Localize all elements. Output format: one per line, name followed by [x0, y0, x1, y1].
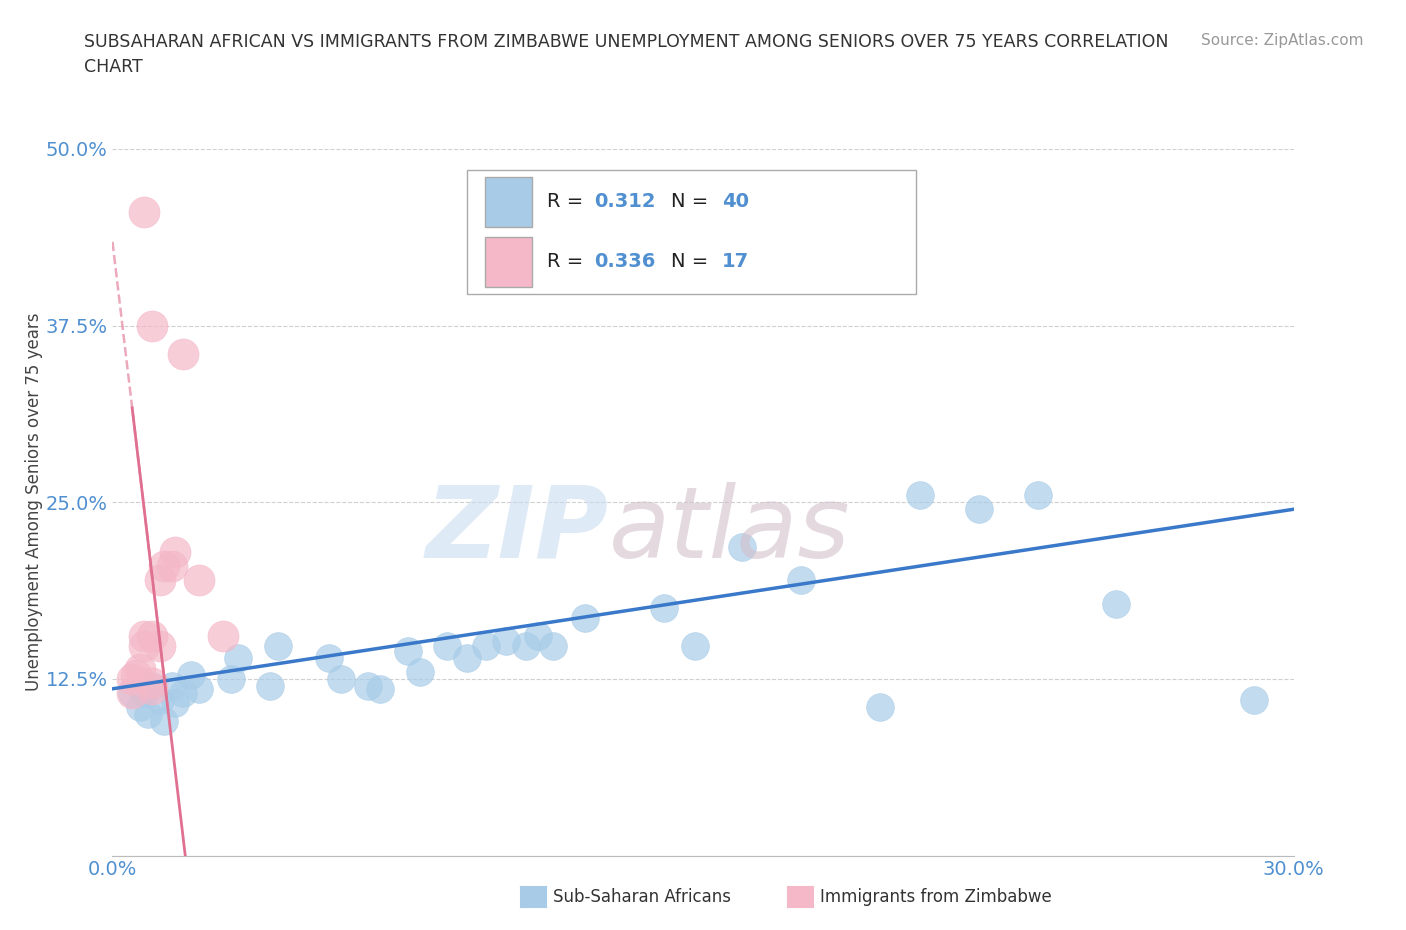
Text: R =: R =: [547, 252, 589, 272]
Text: Source: ZipAtlas.com: Source: ZipAtlas.com: [1201, 33, 1364, 47]
Bar: [485, 237, 531, 286]
Point: [132, 639, 155, 654]
Point: [149, 573, 172, 588]
Text: 40: 40: [721, 193, 749, 211]
Point: [172, 685, 194, 700]
Text: Sub-Saharan Africans: Sub-Saharan Africans: [553, 887, 731, 906]
Point: [152, 558, 174, 573]
Point: [132, 629, 155, 644]
Text: SUBSAHARAN AFRICAN VS IMMIGRANTS FROM ZIMBABWE UNEMPLOYMENT AMONG SENIORS OVER 7: SUBSAHARAN AFRICAN VS IMMIGRANTS FROM ZI…: [84, 33, 1168, 50]
Point: [683, 639, 706, 654]
Point: [731, 540, 754, 555]
Point: [141, 679, 163, 694]
Point: [259, 679, 281, 694]
Text: Immigrants from Zimbabwe: Immigrants from Zimbabwe: [820, 887, 1052, 906]
Point: [141, 676, 163, 691]
Point: [396, 644, 419, 658]
Text: 0.312: 0.312: [595, 193, 655, 211]
Point: [408, 664, 430, 679]
Point: [141, 682, 163, 697]
Point: [436, 639, 458, 654]
Point: [228, 650, 250, 665]
Text: N =: N =: [671, 252, 714, 272]
Point: [357, 679, 380, 694]
Point: [132, 205, 155, 219]
Point: [211, 629, 233, 644]
Point: [368, 682, 391, 697]
Point: [652, 601, 675, 616]
Point: [132, 685, 155, 700]
Point: [188, 573, 211, 588]
Point: [165, 544, 187, 559]
Point: [267, 639, 290, 654]
Y-axis label: Unemployment Among Seniors over 75 years: Unemployment Among Seniors over 75 years: [25, 313, 44, 691]
Point: [967, 502, 990, 517]
Point: [1105, 596, 1128, 611]
Point: [188, 682, 211, 697]
Point: [329, 671, 352, 686]
Point: [141, 629, 163, 644]
Point: [456, 650, 478, 665]
Point: [125, 667, 148, 682]
Text: 17: 17: [721, 252, 749, 272]
Point: [160, 679, 183, 694]
Text: R =: R =: [547, 193, 589, 211]
Point: [129, 661, 152, 676]
Point: [152, 714, 174, 729]
Point: [475, 639, 498, 654]
Point: [149, 639, 172, 654]
Point: [1243, 693, 1265, 708]
Point: [121, 685, 143, 700]
Point: [121, 685, 143, 700]
Point: [180, 667, 202, 682]
Text: CHART: CHART: [84, 58, 143, 75]
Text: ZIP: ZIP: [426, 482, 609, 579]
Point: [574, 611, 596, 626]
Point: [318, 650, 340, 665]
Point: [869, 699, 891, 714]
Point: [515, 639, 537, 654]
Point: [543, 639, 565, 654]
Point: [790, 573, 813, 588]
Point: [141, 318, 163, 333]
Point: [121, 671, 143, 686]
Point: [1026, 487, 1049, 502]
Point: [526, 629, 548, 644]
Point: [136, 707, 159, 722]
Point: [172, 346, 194, 361]
Point: [219, 671, 242, 686]
Bar: [485, 177, 531, 227]
Text: N =: N =: [671, 193, 714, 211]
Point: [129, 699, 152, 714]
Point: [165, 696, 187, 711]
Point: [149, 693, 172, 708]
Text: atlas: atlas: [609, 482, 851, 579]
FancyBboxPatch shape: [467, 170, 915, 294]
Text: 0.336: 0.336: [595, 252, 655, 272]
Point: [160, 558, 183, 573]
Point: [908, 487, 931, 502]
Point: [495, 633, 517, 648]
